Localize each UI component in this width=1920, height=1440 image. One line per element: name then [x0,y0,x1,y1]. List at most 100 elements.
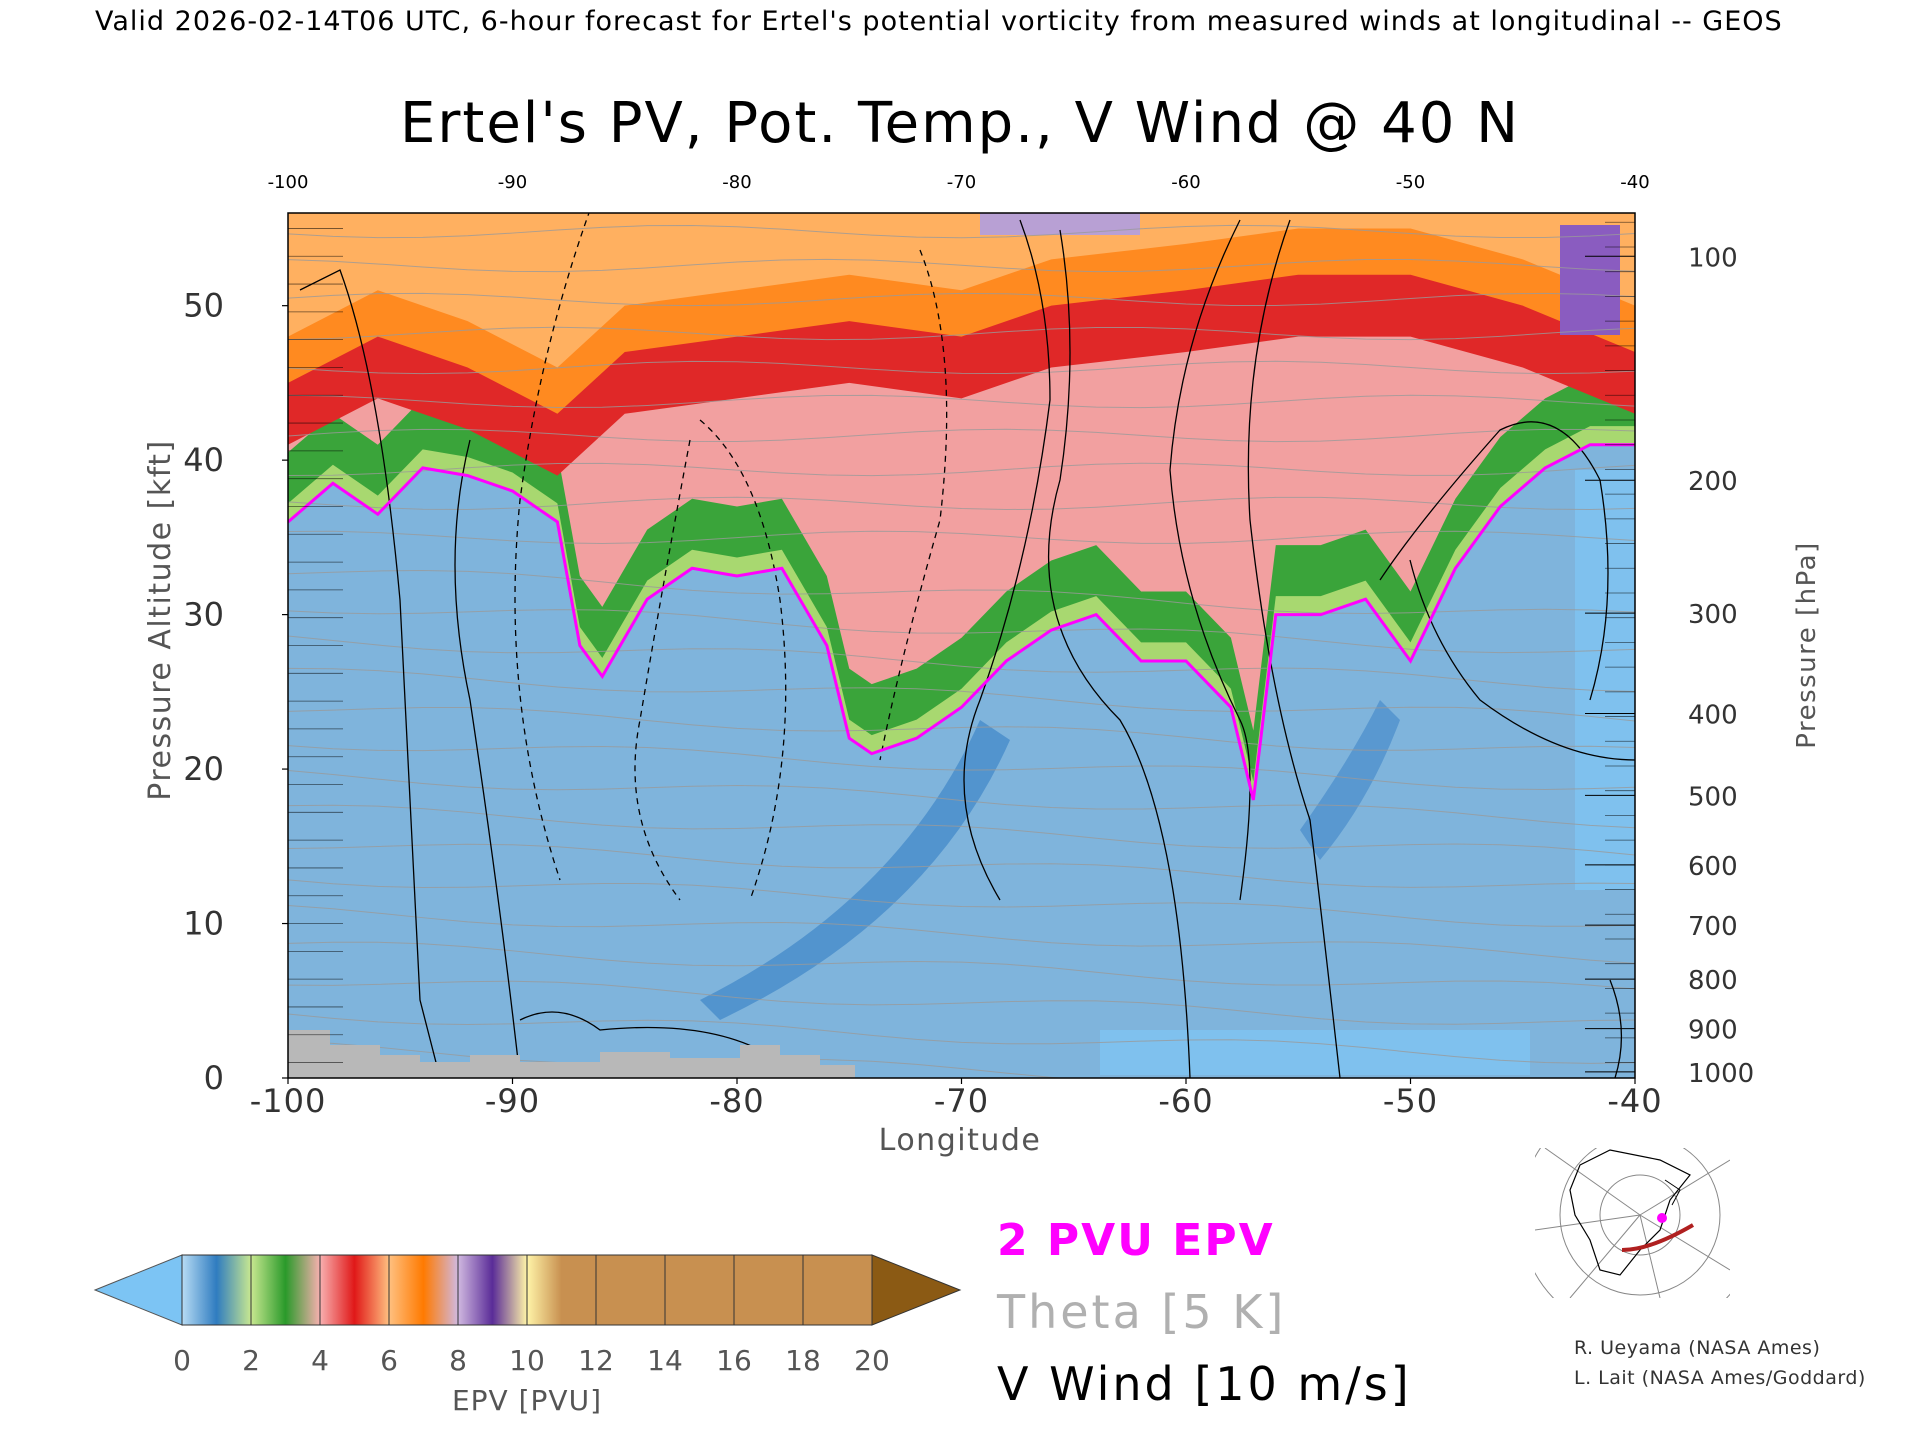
colorbar-tick-label: 20 [854,1344,890,1377]
vwind-contour-positive [299,269,441,1078]
right-pressure-label: 1000 [1688,1059,1754,1089]
vwind-contour-positive [963,219,1051,901]
vwind-contour-negative [634,439,691,901]
theta-contour [288,609,1635,654]
colorbar-tick-label: 14 [647,1344,683,1377]
colorbar-tick-label: 0 [173,1344,191,1377]
colorbar-tick-label: 12 [578,1344,614,1377]
right-pressure-label: 200 [1688,467,1738,497]
x-tick-label: -40 [1607,1082,1662,1120]
theta-contour [288,635,1635,693]
x-axis-top-ticks: -100 -90 -80 -70 -60 -50 -40 [268,172,1650,193]
y-tick-label: 50 [183,287,224,325]
right-pressure-label: 800 [1688,966,1738,996]
theta-contour [288,770,1635,829]
y-axis-left-ticks: 0 10 20 30 40 50 [183,228,343,1097]
valid-time-header: Valid 2026-02-14T06 UTC, 6-hour forecast… [95,6,1783,37]
right-pressure-label: 900 [1688,1016,1738,1046]
colorbar-tick-label: 2 [242,1344,260,1377]
theta-contour [288,879,1635,927]
colorbar-label: EPV [PVU] [452,1384,602,1417]
terrain-mask [288,1030,855,1078]
y-axis-label-right: Pressure [hPa] [1792,541,1822,749]
right-pressure-label: 600 [1688,852,1738,882]
theta-contour [288,530,1635,545]
right-pressure-label: 300 [1688,600,1738,630]
y-tick-label: 20 [183,750,224,788]
x-tick-label: -100 [250,1082,327,1120]
vwind-contour-negative [879,249,948,761]
theta-contour [288,326,1635,341]
colorbar-tick-label: 6 [380,1344,398,1377]
theta-contour [288,569,1635,615]
vwind-contour-positive [1169,219,1251,901]
vwind-contours [299,213,1635,1078]
theta-contour [288,224,1635,239]
theta-contour [288,941,1635,990]
vwind-contour-positive [1379,421,1609,701]
colorbar-under-arrow [93,1254,183,1326]
colorbar-over-arrow [871,1254,962,1326]
vwind-contour-positive [1047,229,1191,1078]
x-top-tick-label: -80 [722,172,751,193]
y-tick-label: 10 [183,905,224,943]
theta-contour [288,360,1635,375]
theta-contour [288,462,1635,477]
locator-map [1535,1148,1730,1298]
theta-contour [288,980,1635,1025]
colorbar: 0 2 4 6 8 10 12 14 16 18 20 EPV [PVU] [93,1254,962,1417]
cross-section-track [1621,1223,1695,1252]
x-tick-label: -50 [1383,1082,1438,1120]
theta-contour [288,667,1635,722]
x-tick-label: -80 [709,1082,764,1120]
vwind-contour-positive [1409,559,1635,761]
x-tick-label: -60 [1158,1082,1213,1120]
chart-title: Ertel's PV, Pot. Temp., V Wind @ 40 N [400,91,1520,156]
x-top-tick-label: -50 [1396,172,1425,193]
colorbar-tick-label: 18 [785,1344,821,1377]
vwind-contour-negative [699,419,787,901]
theta-contour [288,745,1635,790]
right-pressure-label: 500 [1688,782,1738,812]
x-axis-label: Longitude [879,1123,1042,1158]
colorbar-tick-label: 10 [509,1344,545,1377]
x-top-tick-label: -60 [1171,172,1200,193]
epv-band-16pvu [1560,225,1620,335]
epv-band-11pvu [288,213,1635,368]
x-top-tick-label: -40 [1620,172,1649,193]
two-pvu-contour [288,443,1635,801]
y-axis-label-left: Pressure Altitude [kft] [143,439,178,800]
tropospheric-streak-1 [700,720,1010,1020]
colorbar-ticks: 0 2 4 6 8 10 12 14 16 18 20 [173,1344,890,1377]
tropospheric-streak-2 [1300,700,1400,860]
x-tick-label: -90 [485,1082,540,1120]
vwind-contour-positive [1609,979,1623,1078]
x-top-tick-label: -90 [498,172,527,193]
theta-contour [288,904,1635,964]
vwind-contour-positive [454,439,521,1078]
theta-contour [288,707,1635,751]
right-pressure-label: 700 [1688,912,1738,942]
theta-contour [288,804,1635,856]
y-tick-label: 40 [183,441,224,479]
theta-contour [288,428,1635,443]
locator-marker [1657,1213,1667,1223]
y-axis-right-ticks: 100 200 300 400 500 600 700 800 900 1000 [1585,221,1754,1089]
theta-contour [288,292,1635,307]
theta-contour [288,1013,1635,1064]
theta-contour [288,394,1635,409]
y-tick-label: 0 [204,1059,224,1097]
right-pressure-label: 400 [1688,700,1738,730]
y-tick-label: 30 [183,596,224,634]
x-axis-bottom-ticks: -100 -90 -80 -70 -60 -50 -40 [250,1078,1662,1120]
theta-contour [288,843,1635,888]
x-tick-label: -70 [934,1082,989,1120]
credit-line-1: R. Ueyama (NASA Ames) [1574,1337,1820,1359]
legend-theta: Theta [5 K] [996,1285,1286,1339]
legend-2pvu: 2 PVU EPV [997,1215,1275,1266]
colorbar-dividers [250,1255,804,1325]
theta-contour [288,258,1635,273]
colorbar-tick-label: 8 [449,1344,467,1377]
near-surface-low-pv [1100,1030,1530,1075]
colorbar-tick-label: 4 [311,1344,329,1377]
